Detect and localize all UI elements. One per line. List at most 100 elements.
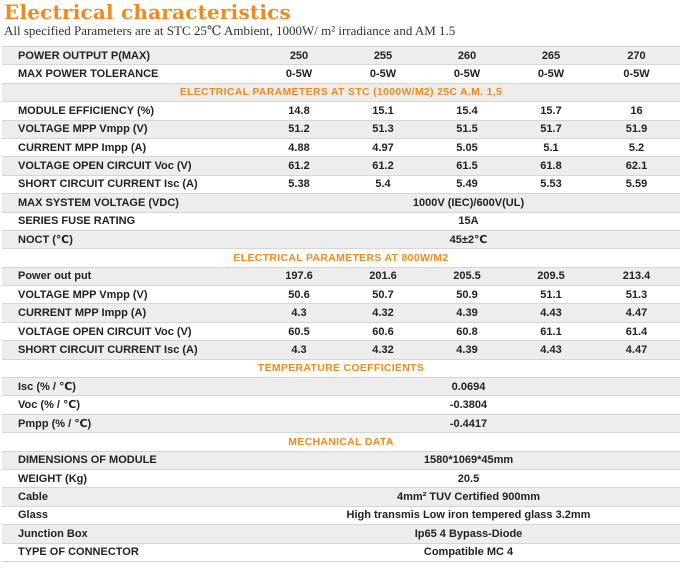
- row-value: 4.43: [509, 303, 593, 323]
- row-value: 265: [509, 45, 593, 65]
- row-value: 260: [425, 45, 509, 65]
- row-value: 4.32: [341, 340, 425, 360]
- section-title: TEMPERATURE COEFFICIENTS: [2, 358, 680, 378]
- row-label: POWER OUTPUT P(MAX): [2, 45, 257, 65]
- table-row: MAX POWER TOLERANCE 0-5W 0-5W 0-5W 0-5W 0-5W: [2, 64, 680, 84]
- section-title: ELECTRICAL PARAMETERS AT STC (1000W/M2) …: [2, 82, 680, 102]
- row-value: 4.3: [257, 303, 341, 323]
- row-value: 51.1: [509, 285, 593, 304]
- table-row: SHORT CIRCUIT CURRENT Isc (A) 4.3 4.32 4.39…: [2, 340, 680, 360]
- row-label: VOLTAGE MPP Vmpp (V): [2, 119, 257, 139]
- row-value: 61.8: [509, 156, 593, 176]
- table-row: Pmpp (% / ℃) -0.4417: [2, 413, 680, 433]
- row-value: 4.39: [425, 303, 509, 323]
- row-value: 4.47: [593, 303, 680, 323]
- row-label: Power out put: [2, 266, 257, 286]
- row-value: 61.4: [593, 321, 680, 341]
- row-value: 50.6: [257, 285, 341, 304]
- section-title: ELECTRICAL PARAMETERS AT 800W/M2: [2, 248, 680, 268]
- row-value: 50.9: [425, 285, 509, 304]
- row-value: 209.5: [509, 266, 593, 286]
- section-header-row: ELECTRICAL PARAMETERS AT 800W/M2: [2, 248, 680, 268]
- row-value: Compatible MC 4: [257, 542, 680, 562]
- row-label: Cable: [2, 487, 257, 507]
- table-row: Junction Box Ip65 4 Bypass-Diode: [2, 524, 680, 544]
- row-value: 15A: [257, 211, 680, 231]
- row-value: 205.5: [425, 266, 509, 286]
- page-title: Electrical characteristics: [4, 0, 291, 24]
- row-value: 5.05: [425, 137, 509, 157]
- row-label: CURRENT MPP Impp (A): [2, 137, 257, 157]
- row-value: 4.47: [593, 340, 680, 360]
- row-label: Junction Box: [2, 524, 257, 544]
- row-value: 60.6: [341, 321, 425, 341]
- row-label: CURRENT MPP Impp (A): [2, 303, 257, 323]
- table-row: VOLTAGE MPP Vmpp (V) 51.2 51.3 51.5 51.7 51.9: [2, 119, 680, 139]
- row-value: 45±2℃: [257, 229, 680, 249]
- row-value: 197.6: [257, 266, 341, 286]
- row-value: 51.9: [593, 119, 680, 139]
- row-value: 4.32: [341, 303, 425, 323]
- row-label: DIMENSIONS OF MODULE: [2, 450, 257, 470]
- row-value: 15.7: [509, 101, 593, 121]
- table-row: NOCT (℃) 45±2℃: [2, 229, 680, 249]
- table-row: SERIES FUSE RATING 15A: [2, 211, 680, 231]
- table-row: MODULE EFFICIENCY (%) 14.8 15.1 15.4 15.7 16: [2, 101, 680, 121]
- row-value: 5.59: [593, 174, 680, 194]
- row-value: 0.0694: [257, 377, 680, 396]
- row-value: 61.2: [257, 156, 341, 176]
- row-value: 0-5W: [425, 64, 509, 84]
- row-value: 20.5: [257, 468, 680, 488]
- row-value: 5.53: [509, 174, 593, 194]
- row-value: 213.4: [593, 266, 680, 286]
- row-value: 5.1: [509, 137, 593, 157]
- row-label: Voc (% / ℃): [2, 395, 257, 415]
- row-value: 270: [593, 45, 680, 65]
- row-value: 4.39: [425, 340, 509, 360]
- table-row: Glass High transmis Low iron tempered gla…: [2, 505, 680, 525]
- table-row: POWER OUTPUT P(MAX) 250 255 260 265 270: [2, 45, 680, 65]
- row-value: 5.38: [257, 174, 341, 194]
- table-row: Voc (% / ℃) -0.3804: [2, 395, 680, 415]
- spec-table-body: POWER OUTPUT P(MAX) 250 255 260 265 270 MAX PO…: [2, 45, 680, 562]
- table-row: CURRENT MPP Impp (A) 4.3 4.32 4.39 4.43 4.47: [2, 303, 680, 323]
- row-label: WEIGHT (Kg): [2, 468, 257, 488]
- row-value: 0-5W: [341, 64, 425, 84]
- row-value: 14.8: [257, 101, 341, 121]
- row-label: Glass: [2, 505, 257, 525]
- row-value: 51.2: [257, 119, 341, 139]
- row-value: 5.49: [425, 174, 509, 194]
- row-value: 4mm² TUV Certified 900mm: [257, 487, 680, 507]
- row-value: 16: [593, 101, 680, 121]
- row-value: 5.4: [341, 174, 425, 194]
- section-header-row: MECHANICAL DATA: [2, 432, 680, 452]
- row-label: SHORT CIRCUIT CURRENT Isc (A): [2, 174, 257, 194]
- table-row: Isc (% / ℃) 0.0694: [2, 377, 680, 396]
- row-label: Pmpp (% / ℃): [2, 413, 257, 433]
- section-title: MECHANICAL DATA: [2, 432, 680, 452]
- row-label: SHORT CIRCUIT CURRENT Isc (A): [2, 340, 257, 360]
- row-value: 5.2: [593, 137, 680, 157]
- table-row: Power out put 197.6 201.6 205.5 209.5 213.4: [2, 266, 680, 286]
- table-row: SHORT CIRCUIT CURRENT Isc (A) 5.38 5.4 5.49…: [2, 174, 680, 194]
- table-row: CURRENT MPP Impp (A) 4.88 4.97 5.05 5.1 5.2: [2, 137, 680, 157]
- row-value: 61.2: [341, 156, 425, 176]
- row-value: 1000V (IEC)/600V(UL): [257, 193, 680, 213]
- row-value: 0-5W: [509, 64, 593, 84]
- row-label: SERIES FUSE RATING: [2, 211, 257, 231]
- row-value: 50.7: [341, 285, 425, 304]
- row-value: 4.3: [257, 340, 341, 360]
- row-value: 51.3: [341, 119, 425, 139]
- row-label: VOLTAGE MPP Vmpp (V): [2, 285, 257, 304]
- table-row: Cable 4mm² TUV Certified 900mm: [2, 487, 680, 507]
- row-label: Isc (% / ℃): [2, 377, 257, 396]
- section-header-row: ELECTRICAL PARAMETERS AT STC (1000W/M2) …: [2, 82, 680, 102]
- row-value: High transmis Low iron tempered glass 3.…: [257, 505, 680, 525]
- page-subtitle: All specified Parameters are at STC 25℃ …: [4, 23, 456, 38]
- row-value: 51.5: [425, 119, 509, 139]
- row-value: 4.97: [341, 137, 425, 157]
- row-value: 15.1: [341, 101, 425, 121]
- row-value: 0-5W: [257, 64, 341, 84]
- row-label: MAX SYSTEM VOLTAGE (VDC): [2, 193, 257, 213]
- table-row: WEIGHT (Kg) 20.5: [2, 468, 680, 488]
